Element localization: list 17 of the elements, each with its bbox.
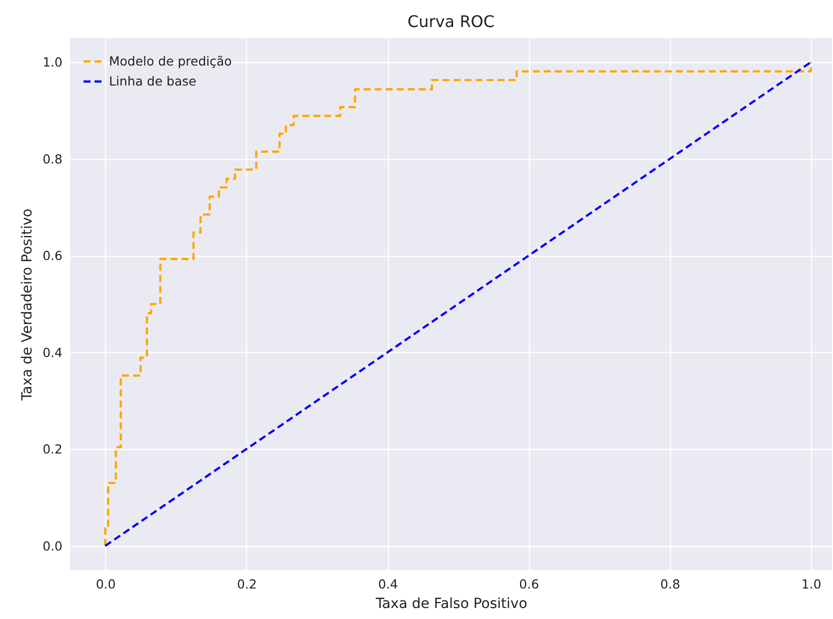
y-tick-label: 0.2: [42, 442, 62, 457]
x-tick-label: 0.6: [519, 576, 540, 592]
y-tick-label: 0.4: [42, 344, 63, 360]
x-tick-label: 0.4: [378, 576, 398, 592]
legend-label: Linha de base: [109, 74, 197, 88]
y-tick-label: 0.6: [42, 248, 63, 264]
chart-title: Curva ROC: [407, 12, 495, 31]
x-tick-label: 1.0: [801, 576, 822, 592]
x-tick-label: 0.8: [660, 576, 680, 592]
legend-label: Modelo de predição: [109, 54, 232, 68]
x-axis-title: Taxa de Falso Positivo: [374, 596, 528, 612]
y-tick-label: 0.8: [42, 151, 63, 166]
y-tick-label: 1.0: [42, 54, 63, 70]
y-axis-title: Taxa de Verdadeiro Positivo: [20, 208, 36, 402]
y-tick-label: 0.0: [42, 538, 63, 554]
x-tick-label: 0.2: [236, 576, 257, 592]
x-tick-label: 0.0: [96, 576, 116, 592]
